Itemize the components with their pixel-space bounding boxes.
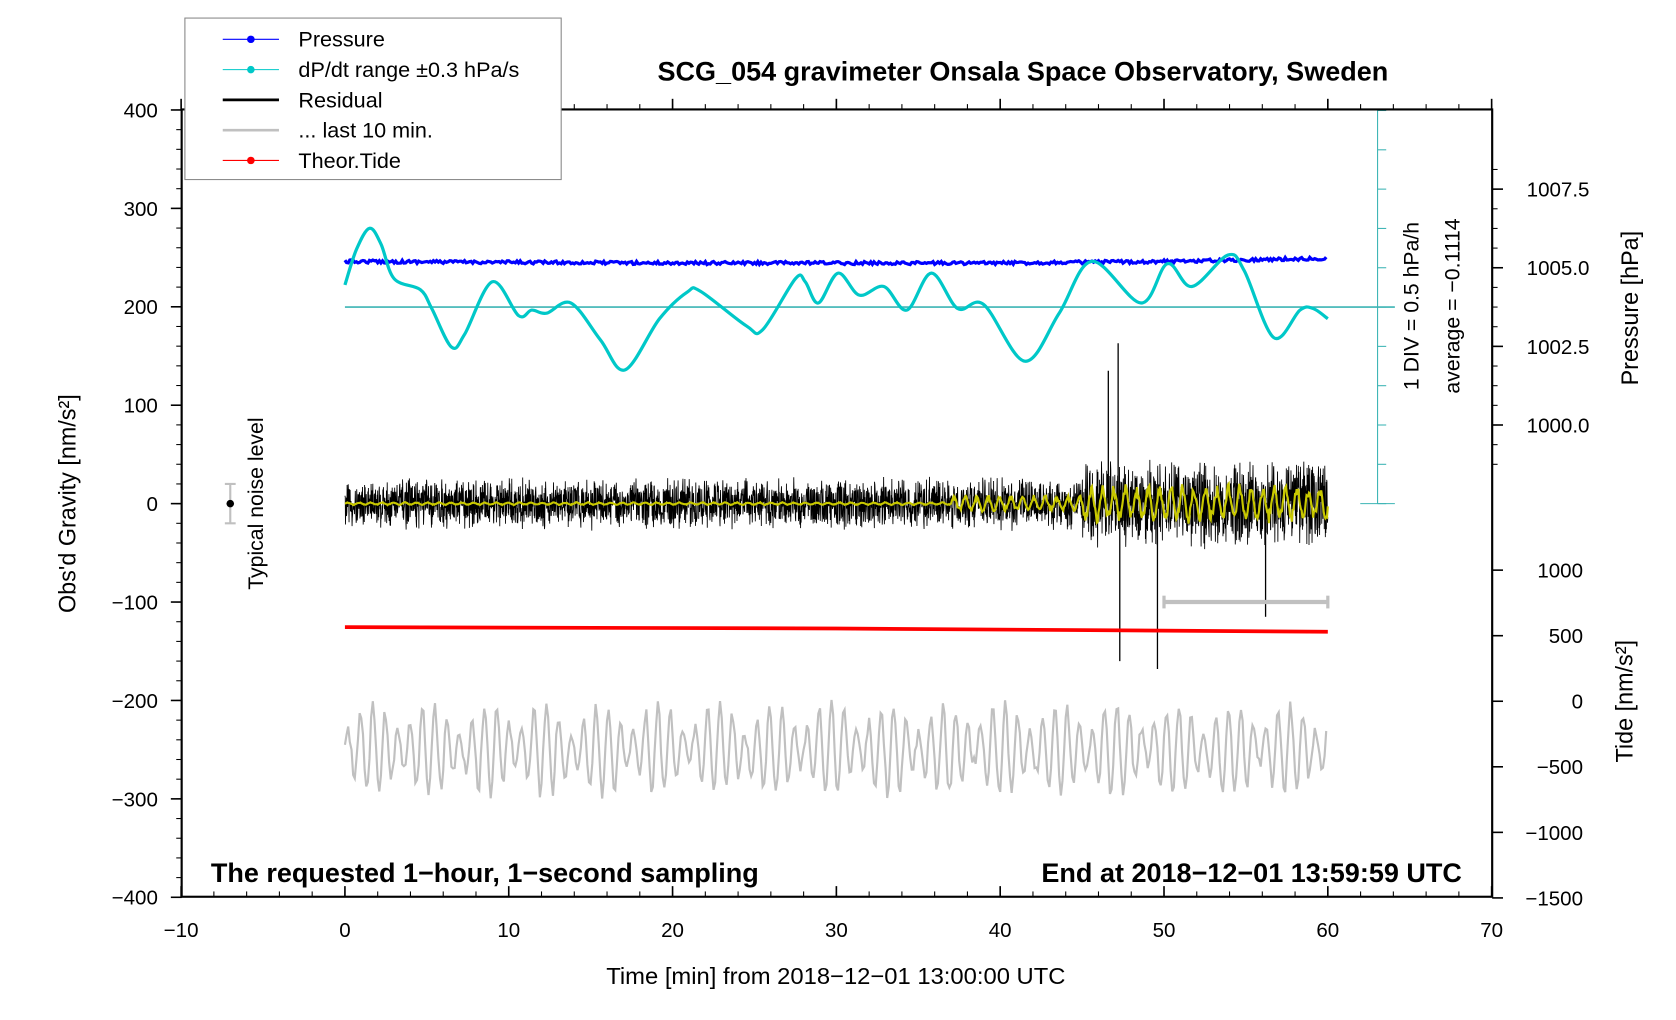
tide-tick-label: −1500	[1525, 889, 1583, 911]
x-tick-label: 40	[989, 920, 1012, 942]
last10-series	[343, 699, 1328, 799]
x-tick-label: 0	[339, 920, 350, 942]
x-tick-label: 50	[1153, 920, 1176, 942]
legend-marker	[247, 156, 255, 165]
annotation-bottom-right: End at 2018−12−01 13:59:59 UTC	[1041, 858, 1461, 888]
residual-smoothed-series	[344, 480, 1329, 525]
tide-tick-label: 0	[1572, 692, 1583, 714]
pressure-axis-label: Pressure [hPa]	[1617, 231, 1643, 386]
pressure-tick-label: 1005.0	[1527, 258, 1590, 280]
x-tick-label: 30	[825, 920, 848, 942]
x-tick-label: 70	[1480, 920, 1503, 942]
legend-label: dP/dt range ±0.3 hPa/s	[298, 58, 519, 82]
x-tick-label: 20	[661, 920, 684, 942]
chart-title: SCG_054 gravimeter Onsala Space Observat…	[658, 57, 1389, 87]
legend: Pressure dP/dt range ±0.3 hPa/s Residual..…	[184, 17, 562, 181]
y-tick-label: −300	[112, 789, 158, 811]
tide-tick-label: 1000	[1537, 561, 1583, 583]
div-label: 1 DIV = 0.5 hPa/h	[1399, 222, 1423, 390]
x-axis-label: Time [min] from 2018−12−01 13:00:00 UTC	[606, 963, 1065, 989]
dpdt-series	[343, 226, 1329, 372]
legend-label: Pressure	[298, 28, 384, 52]
pressure-series	[343, 254, 1328, 268]
x-tick-label: 10	[497, 920, 520, 942]
x-tick-label: 60	[1316, 920, 1339, 942]
y-tick-label: 0	[146, 494, 157, 516]
y-tick-label: −200	[112, 691, 158, 713]
plot-area	[224, 109, 1395, 799]
x-tick-label: −10	[164, 920, 199, 942]
pressure-tick-label: 1007.5	[1527, 180, 1590, 202]
average-label: average = −0.1114	[1441, 218, 1465, 393]
legend-label: Residual	[298, 88, 382, 112]
legend-label: ... last 10 min.	[298, 119, 433, 143]
annotation-bottom-left: The requested 1−hour, 1−second sampling	[211, 858, 759, 888]
theor-tide-series	[344, 625, 1328, 634]
y-tick-label: 200	[124, 297, 158, 319]
legend-label: Theor.Tide	[298, 149, 400, 173]
y-tick-label: −100	[112, 593, 158, 615]
tide-axis-label: Tide [nm/s²]	[1612, 640, 1638, 763]
noise-point	[226, 499, 235, 508]
pressure-tick-label: 1002.5	[1527, 337, 1590, 359]
tide-tick-label: −500	[1537, 757, 1583, 779]
noise-level-label: Typical noise level	[244, 417, 268, 589]
pressure-tick-label: 1000.0	[1527, 416, 1590, 438]
legend-marker	[247, 65, 255, 74]
residual-series	[344, 459, 1329, 550]
legend-marker	[247, 35, 255, 44]
y-tick-label: 300	[124, 199, 158, 221]
y-tick-label: 400	[124, 101, 158, 123]
tide-tick-label: −1000	[1525, 823, 1583, 845]
y-tick-label: −400	[112, 888, 158, 910]
tide-tick-label: 500	[1549, 626, 1583, 648]
y-tick-label: 100	[124, 396, 158, 418]
y-axis-label-left: Obs'd Gravity [nm/s²]	[55, 394, 81, 613]
axis-ticks: −10 0 10 20 30 40 50 60 704003002001000−100−200−…	[112, 98, 1590, 942]
